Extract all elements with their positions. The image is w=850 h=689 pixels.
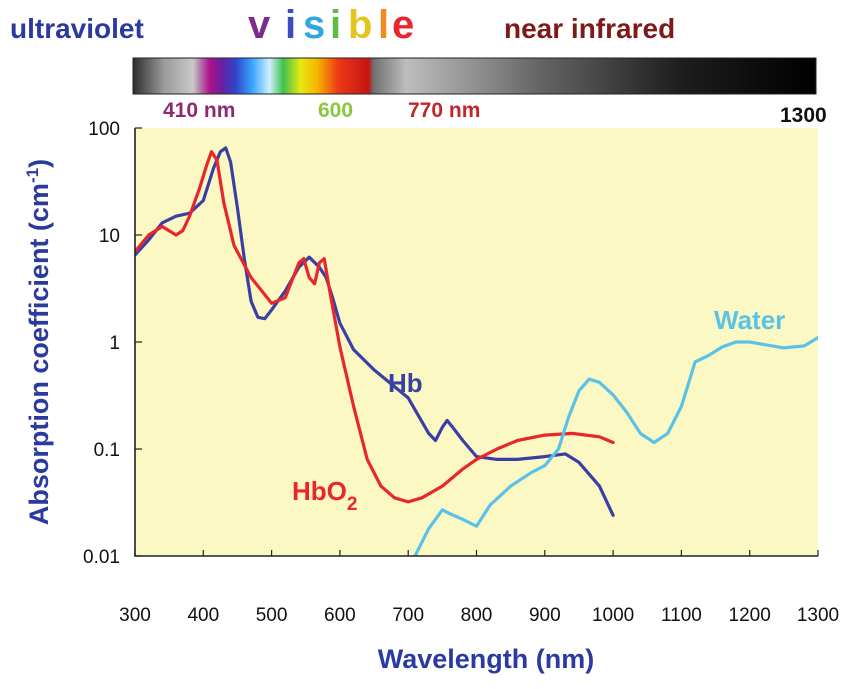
y-tick-label: 0.01 — [83, 547, 120, 568]
marker-1300nm: 1300 — [780, 104, 827, 127]
visible-letter: i — [330, 3, 341, 47]
x-tick-label: 500 — [256, 605, 288, 626]
series-label-hb: Hb — [388, 368, 423, 398]
region-label-ultraviolet: ultraviolet — [10, 13, 144, 44]
x-tick-label: 300 — [119, 605, 151, 626]
x-tick-label: 1300 — [797, 605, 839, 626]
x-tick-label: 1000 — [592, 605, 634, 626]
plot-area — [135, 128, 818, 556]
visible-letter: s — [303, 3, 325, 47]
y-tick-label: 100 — [88, 119, 120, 140]
series-label-hbo2: HbO2 — [292, 476, 357, 515]
y-axis-ticks: 100 10 1 0.1 0.01 — [83, 119, 142, 568]
marker-770nm: 770 nm — [408, 99, 480, 122]
x-axis-ticks: 300 400 500 600 700 800 900 1000 1100 1200 1300 — [119, 550, 839, 626]
x-tick-label: 600 — [324, 605, 356, 626]
visible-letter: i — [285, 3, 296, 47]
y-axis-title: Absorption coefficient (cm-1) — [23, 159, 54, 525]
region-label-near-infrared: near infrared — [504, 13, 675, 44]
x-tick-label: 1200 — [729, 605, 771, 626]
marker-410nm: 410 nm — [163, 99, 235, 122]
x-tick-label: 800 — [461, 605, 493, 626]
y-tick-label: 1 — [109, 333, 120, 354]
visible-letter: b — [348, 3, 372, 47]
visible-letter: l — [378, 3, 389, 47]
y-tick-label: 0.1 — [94, 440, 120, 461]
x-tick-label: 1100 — [661, 605, 702, 626]
series-line-water — [413, 336, 818, 556]
series-layer — [135, 146, 818, 556]
y-tick-label: 10 — [99, 226, 120, 247]
x-axis-title: Wavelength (nm) — [378, 644, 595, 674]
visible-letter: v — [248, 3, 271, 47]
x-tick-label: 900 — [529, 605, 561, 626]
x-tick-label: 700 — [392, 605, 424, 626]
spectrum-color-bar — [132, 57, 817, 95]
x-tick-label: 400 — [187, 605, 219, 626]
visible-letter: e — [392, 3, 414, 47]
series-line-hbo2 — [135, 150, 615, 504]
series-label-water: Water — [714, 305, 785, 335]
marker-600nm: 600 — [318, 99, 353, 122]
